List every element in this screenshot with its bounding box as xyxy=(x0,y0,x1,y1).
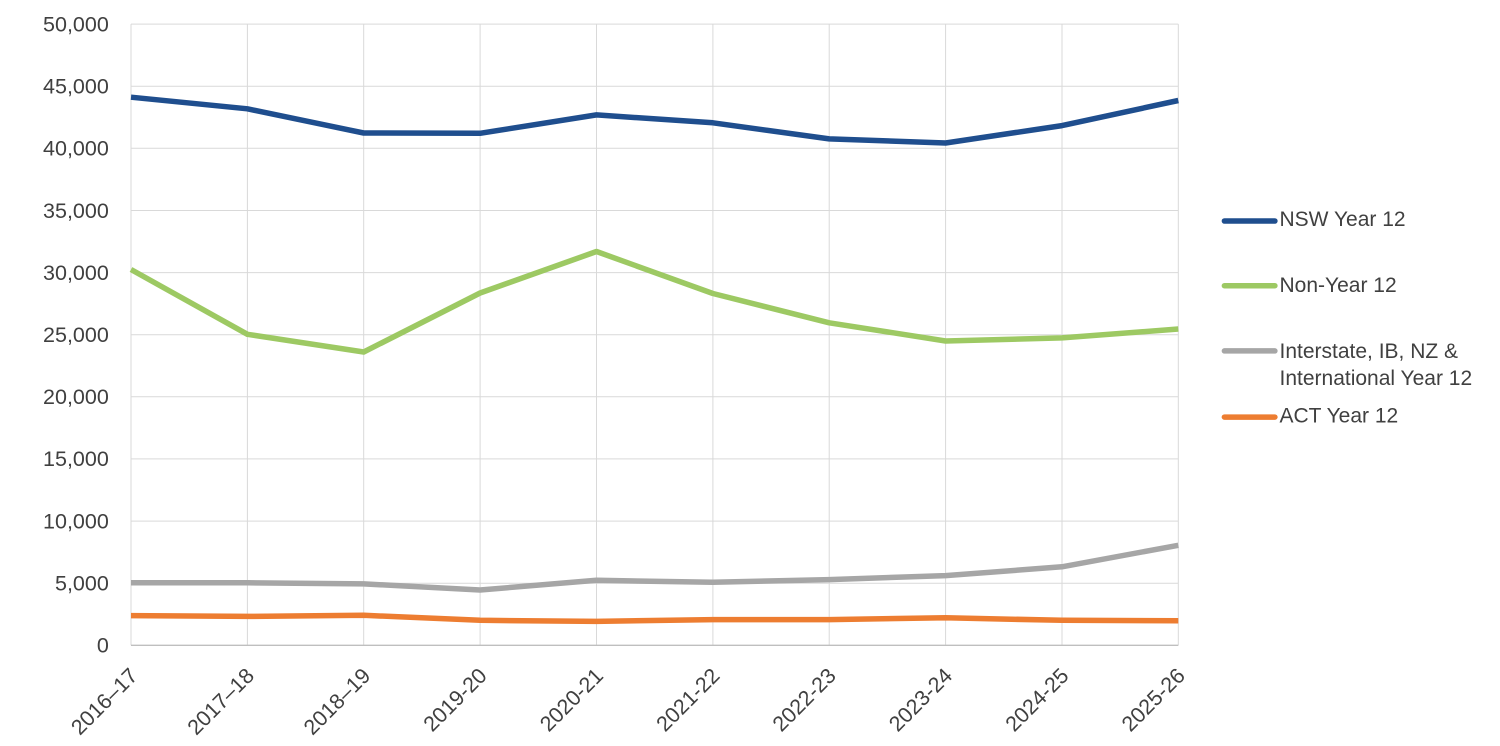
svg-text:International Year 12: International Year 12 xyxy=(1280,367,1473,390)
svg-text:35,000: 35,000 xyxy=(43,199,109,223)
svg-text:NSW Year 12: NSW Year 12 xyxy=(1280,208,1406,231)
svg-text:Interstate, IB, NZ &: Interstate, IB, NZ & xyxy=(1280,340,1459,363)
svg-text:15,000: 15,000 xyxy=(43,447,109,471)
svg-text:10,000: 10,000 xyxy=(43,509,109,533)
svg-text:0: 0 xyxy=(97,634,109,658)
svg-text:40,000: 40,000 xyxy=(43,137,109,161)
svg-text:30,000: 30,000 xyxy=(43,261,109,285)
svg-text:25,000: 25,000 xyxy=(43,323,109,347)
svg-text:20,000: 20,000 xyxy=(43,385,109,409)
svg-text:Non-Year 12: Non-Year 12 xyxy=(1280,274,1397,297)
svg-text:45,000: 45,000 xyxy=(43,75,109,99)
svg-text:ACT Year 12: ACT Year 12 xyxy=(1280,405,1399,428)
svg-text:5,000: 5,000 xyxy=(55,572,109,596)
svg-text:50,000: 50,000 xyxy=(43,12,109,36)
